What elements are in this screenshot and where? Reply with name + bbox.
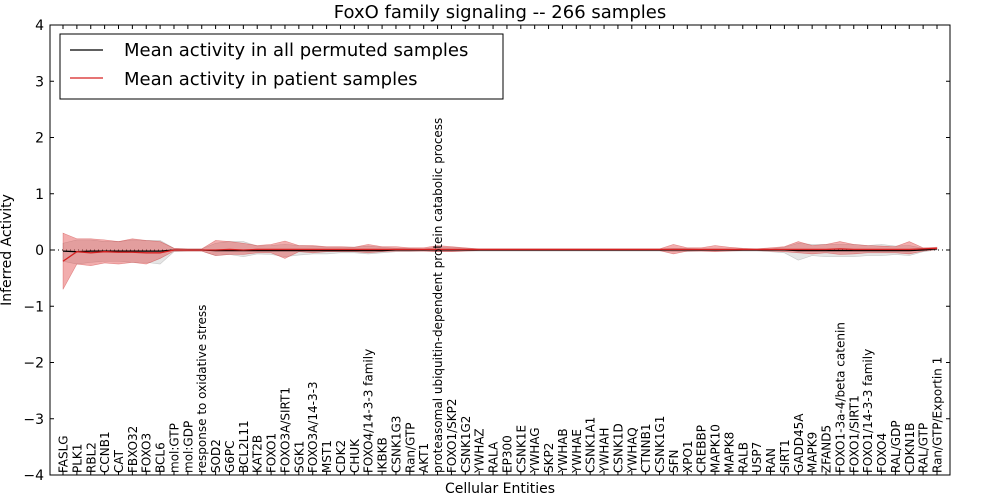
y-tick-label: −2 — [23, 356, 44, 372]
x-tick-label: FOXO1/SKP2 — [445, 398, 459, 473]
y-axis-label: Inferred Activity — [0, 194, 15, 306]
x-tick-label: MAPK10 — [709, 424, 723, 473]
x-tick-label: RBL2 — [84, 442, 98, 473]
x-tick-label: RALB — [736, 442, 750, 473]
x-tick-label: PLK1 — [70, 444, 84, 473]
x-tick-label: MAPK8 — [722, 432, 736, 473]
x-tick-label: mol:GDP — [181, 421, 195, 473]
x-tick-label: BCL6 — [154, 442, 168, 473]
x-tick-label: FOXO4 — [875, 433, 889, 473]
x-tick-label: FOXO1-3a-4/beta catenin — [833, 322, 847, 473]
x-tick-label: CSNK1D — [611, 423, 625, 473]
x-tick-label: FBXO32 — [126, 426, 140, 473]
x-tick-label: CSNK1A1 — [584, 417, 598, 473]
x-tick-label: response to oxidative stress — [195, 305, 209, 473]
y-tick-label: 3 — [35, 74, 44, 90]
line-patient — [62, 247, 938, 262]
x-tick-label: RAN — [764, 448, 778, 473]
x-tick-label: YWHAB — [556, 428, 570, 474]
x-tick-label: FOXO1 — [265, 433, 279, 473]
x-tick-label: FOXO4/14-3-3 family — [362, 349, 376, 473]
y-tick-label: 2 — [35, 131, 44, 147]
x-tick-label: KAT2B — [251, 435, 265, 473]
x-tick-label: AKT1 — [417, 443, 431, 473]
plot-area — [50, 232, 950, 290]
x-tick-label: SGK1 — [292, 441, 306, 473]
x-tick-label: mol:GTP — [167, 423, 181, 473]
y-tick-label: −3 — [23, 412, 44, 428]
x-tick-label: SKP2 — [542, 443, 556, 473]
x-tick-label: FOXO3A/14-3-3 — [306, 381, 320, 473]
y-tick-label: 0 — [35, 243, 44, 259]
y-tick-label: −1 — [23, 299, 44, 315]
x-tick-label: CAT — [112, 449, 126, 473]
x-tick-label: CTNNB1 — [639, 423, 653, 473]
x-tick-label: Ran/GTP/Exportin 1 — [931, 357, 945, 473]
x-tick-label: G6PC — [223, 440, 237, 473]
x-tick-label: BCL2L11 — [237, 420, 251, 473]
x-tick-label: CSNK1G2 — [459, 416, 473, 473]
x-tick-label: FOXO1/14-3-3 family — [861, 349, 875, 473]
y-tick-label: 4 — [35, 18, 44, 34]
legend-label-patient: Mean activity in patient samples — [124, 69, 418, 90]
x-tick-label: FASLG — [57, 435, 71, 473]
axis-ticks: −4 −3 −2 −1 0 1 2 3 4 FASLG PLK1 RBL2 CCNB1 CAT FBXO32… — [23, 18, 950, 484]
band-permuted — [62, 239, 938, 265]
x-tick-label: RAL/GTP — [917, 423, 931, 473]
x-tick-label: Ran/GTP — [403, 422, 417, 473]
x-tick-label: RALA — [487, 441, 501, 473]
y-tick-label: −4 — [23, 468, 44, 484]
legend: Mean activity in all permuted samples Me… — [59, 33, 504, 100]
x-tick-label: YWHAG — [528, 427, 542, 474]
x-tick-label: YWHAH — [598, 428, 612, 474]
x-tick-label: SIRT1 — [778, 439, 792, 473]
legend-box — [59, 33, 504, 100]
x-tick-label: SOD2 — [209, 439, 223, 473]
x-tick-label: SFN — [667, 450, 681, 474]
x-tick-label: YWHAQ — [625, 427, 639, 474]
x-tick-label: CDKN1B — [903, 423, 917, 473]
x-tick-label: XPO1 — [681, 440, 695, 473]
x-tick-label: MAPK9 — [806, 432, 820, 473]
x-tick-label: RAL/GDP — [889, 420, 903, 473]
x-tick-label: CSNK1E — [514, 425, 528, 473]
x-tick-label: FOXO1/SIRT1 — [847, 395, 861, 473]
x-tick-label: FOXO3 — [140, 433, 154, 473]
x-tick-label: CHUK — [348, 438, 362, 473]
x-tick-label: CREBBP — [695, 425, 709, 473]
x-tick-label: EP300 — [500, 435, 514, 473]
x-tick-label: proteasomal ubiquitin-dependent protein … — [431, 118, 445, 473]
x-tick-label: YWHAE — [570, 429, 584, 474]
x-tick-label: IKBKB — [376, 437, 390, 473]
chart-title: FoxO family signaling -- 266 samples — [334, 2, 666, 23]
x-tick-label: CSNK1G3 — [389, 416, 403, 473]
x-tick-label: MST1 — [320, 440, 334, 473]
x-tick-label: CDK2 — [334, 440, 348, 473]
x-tick-label: USP7 — [750, 442, 764, 473]
x-axis-label: Cellular Entities — [445, 481, 555, 497]
x-tick-label: ZFAND5 — [820, 425, 834, 473]
x-tick-label: CSNK1G1 — [653, 416, 667, 473]
x-tick-label: CCNB1 — [98, 431, 112, 473]
x-tick-label: YWHAZ — [473, 428, 487, 474]
legend-label-permuted: Mean activity in all permuted samples — [124, 40, 468, 61]
x-tick-label: GADD45A — [792, 413, 806, 473]
y-tick-label: 1 — [35, 187, 44, 203]
x-tick-label: FOXO3A/SIRT1 — [278, 387, 292, 473]
